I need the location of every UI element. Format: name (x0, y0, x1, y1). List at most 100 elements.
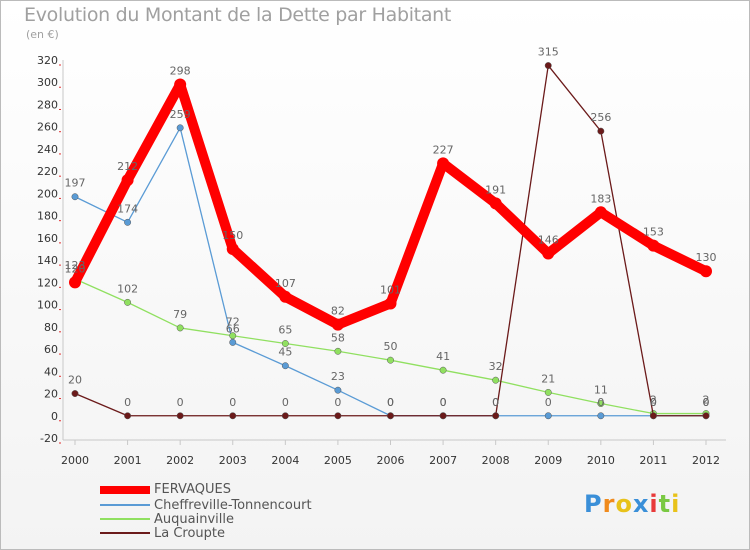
data-point (439, 366, 447, 374)
data-point (597, 127, 605, 135)
data-label: 150 (222, 229, 243, 242)
logo-letter: o (615, 490, 633, 518)
data-label: 0 (440, 396, 447, 409)
data-label: 0 (124, 396, 131, 409)
data-point (702, 412, 710, 420)
data-label: 197 (65, 177, 86, 190)
data-label: 227 (433, 143, 454, 156)
data-point (387, 412, 394, 420)
data-point (229, 332, 237, 340)
data-label: 0 (492, 396, 499, 409)
data-label: 123 (65, 259, 86, 272)
x-tick-label: 2000 (61, 454, 89, 467)
data-label: 79 (173, 308, 187, 321)
data-label: 107 (275, 277, 296, 290)
data-point (226, 243, 239, 255)
data-point (279, 290, 292, 303)
logo-letter: r (602, 490, 616, 518)
legend-swatch (100, 532, 150, 534)
y-tick-label: 80 (44, 321, 58, 334)
logo-letter: P (584, 490, 603, 518)
x-tick-label: 2010 (587, 454, 615, 467)
data-point (176, 324, 184, 332)
data-label: 183 (590, 192, 611, 205)
data-label: 0 (440, 396, 447, 409)
data-point (334, 412, 342, 420)
data-point (334, 347, 342, 355)
data-point (649, 412, 657, 420)
x-tick-label: 2005 (324, 454, 352, 467)
x-tick-label: 2007 (429, 454, 457, 467)
data-label: 256 (590, 111, 611, 124)
data-label: 0 (177, 396, 184, 409)
data-label: 32 (489, 360, 503, 373)
data-point (71, 390, 79, 397)
data-point (439, 412, 447, 420)
data-point (281, 362, 289, 370)
data-label: 0 (545, 396, 552, 409)
legend-swatch (100, 504, 150, 506)
y-tick-label: 160 (37, 232, 58, 245)
data-label: 130 (696, 251, 717, 264)
data-label: 153 (643, 226, 664, 239)
data-label: 146 (538, 233, 559, 246)
data-label: 191 (485, 183, 506, 196)
data-label: 0 (492, 396, 499, 409)
data-label: 315 (538, 46, 559, 59)
data-point (492, 376, 500, 384)
legend-swatch (100, 518, 150, 520)
data-point (124, 298, 132, 306)
data-point (69, 276, 81, 289)
y-tick-label: 60 (44, 343, 58, 356)
y-tick-label: 280 (37, 98, 58, 111)
data-label: 50 (384, 340, 398, 353)
logo-letter: x (632, 490, 650, 518)
y-tick-label: 300 (37, 76, 58, 89)
y-tick-label: 220 (37, 165, 58, 178)
proxiti-logo: Proxiti (584, 490, 680, 518)
data-label: 120 (65, 262, 86, 275)
series-line (74, 127, 707, 417)
x-tick-label: 2006 (377, 454, 405, 467)
data-point (700, 265, 712, 278)
y-tick-label: 200 (37, 187, 58, 200)
legend-label: Cheffreville-Tonnencourt (154, 498, 312, 513)
y-tick-label: 20 (44, 388, 58, 401)
data-point (544, 412, 552, 420)
y-tick-label: 260 (37, 121, 58, 134)
data-point (229, 338, 237, 346)
y-tick-label: 320 (37, 54, 58, 67)
legend-label: Auquainville (154, 512, 234, 527)
data-label: 174 (117, 202, 138, 215)
data-label: 82 (331, 305, 345, 318)
x-tick-label: 2004 (271, 454, 299, 467)
data-point (384, 297, 397, 310)
data-point (331, 318, 344, 331)
data-label: 0 (387, 396, 394, 409)
legend-label: FERVAQUES (154, 482, 231, 497)
x-tick-label: 2012 (692, 454, 720, 467)
x-tick-label: 2008 (482, 454, 510, 467)
data-label: 101 (380, 283, 401, 296)
y-tick-label: -20 (40, 432, 58, 445)
data-label: 20 (68, 374, 82, 387)
y-tick-label: 0 (51, 410, 58, 423)
y-tick-label: 140 (37, 254, 58, 267)
chart-title: Evolution du Montant de la Dette par Hab… (24, 4, 452, 26)
data-label: 0 (387, 396, 394, 409)
data-label: 0 (650, 396, 657, 409)
data-label: 0 (703, 396, 710, 409)
data-label: 65 (278, 324, 292, 337)
data-point (176, 412, 184, 420)
y-tick-label: 240 (37, 143, 58, 156)
data-point (281, 412, 289, 420)
unit-label: (en €) (26, 28, 59, 41)
data-point (597, 400, 605, 407)
data-point (124, 218, 132, 226)
data-point (594, 206, 607, 219)
data-label: 0 (229, 396, 236, 409)
data-label: 0 (650, 396, 657, 409)
data-label: 72 (226, 316, 240, 329)
